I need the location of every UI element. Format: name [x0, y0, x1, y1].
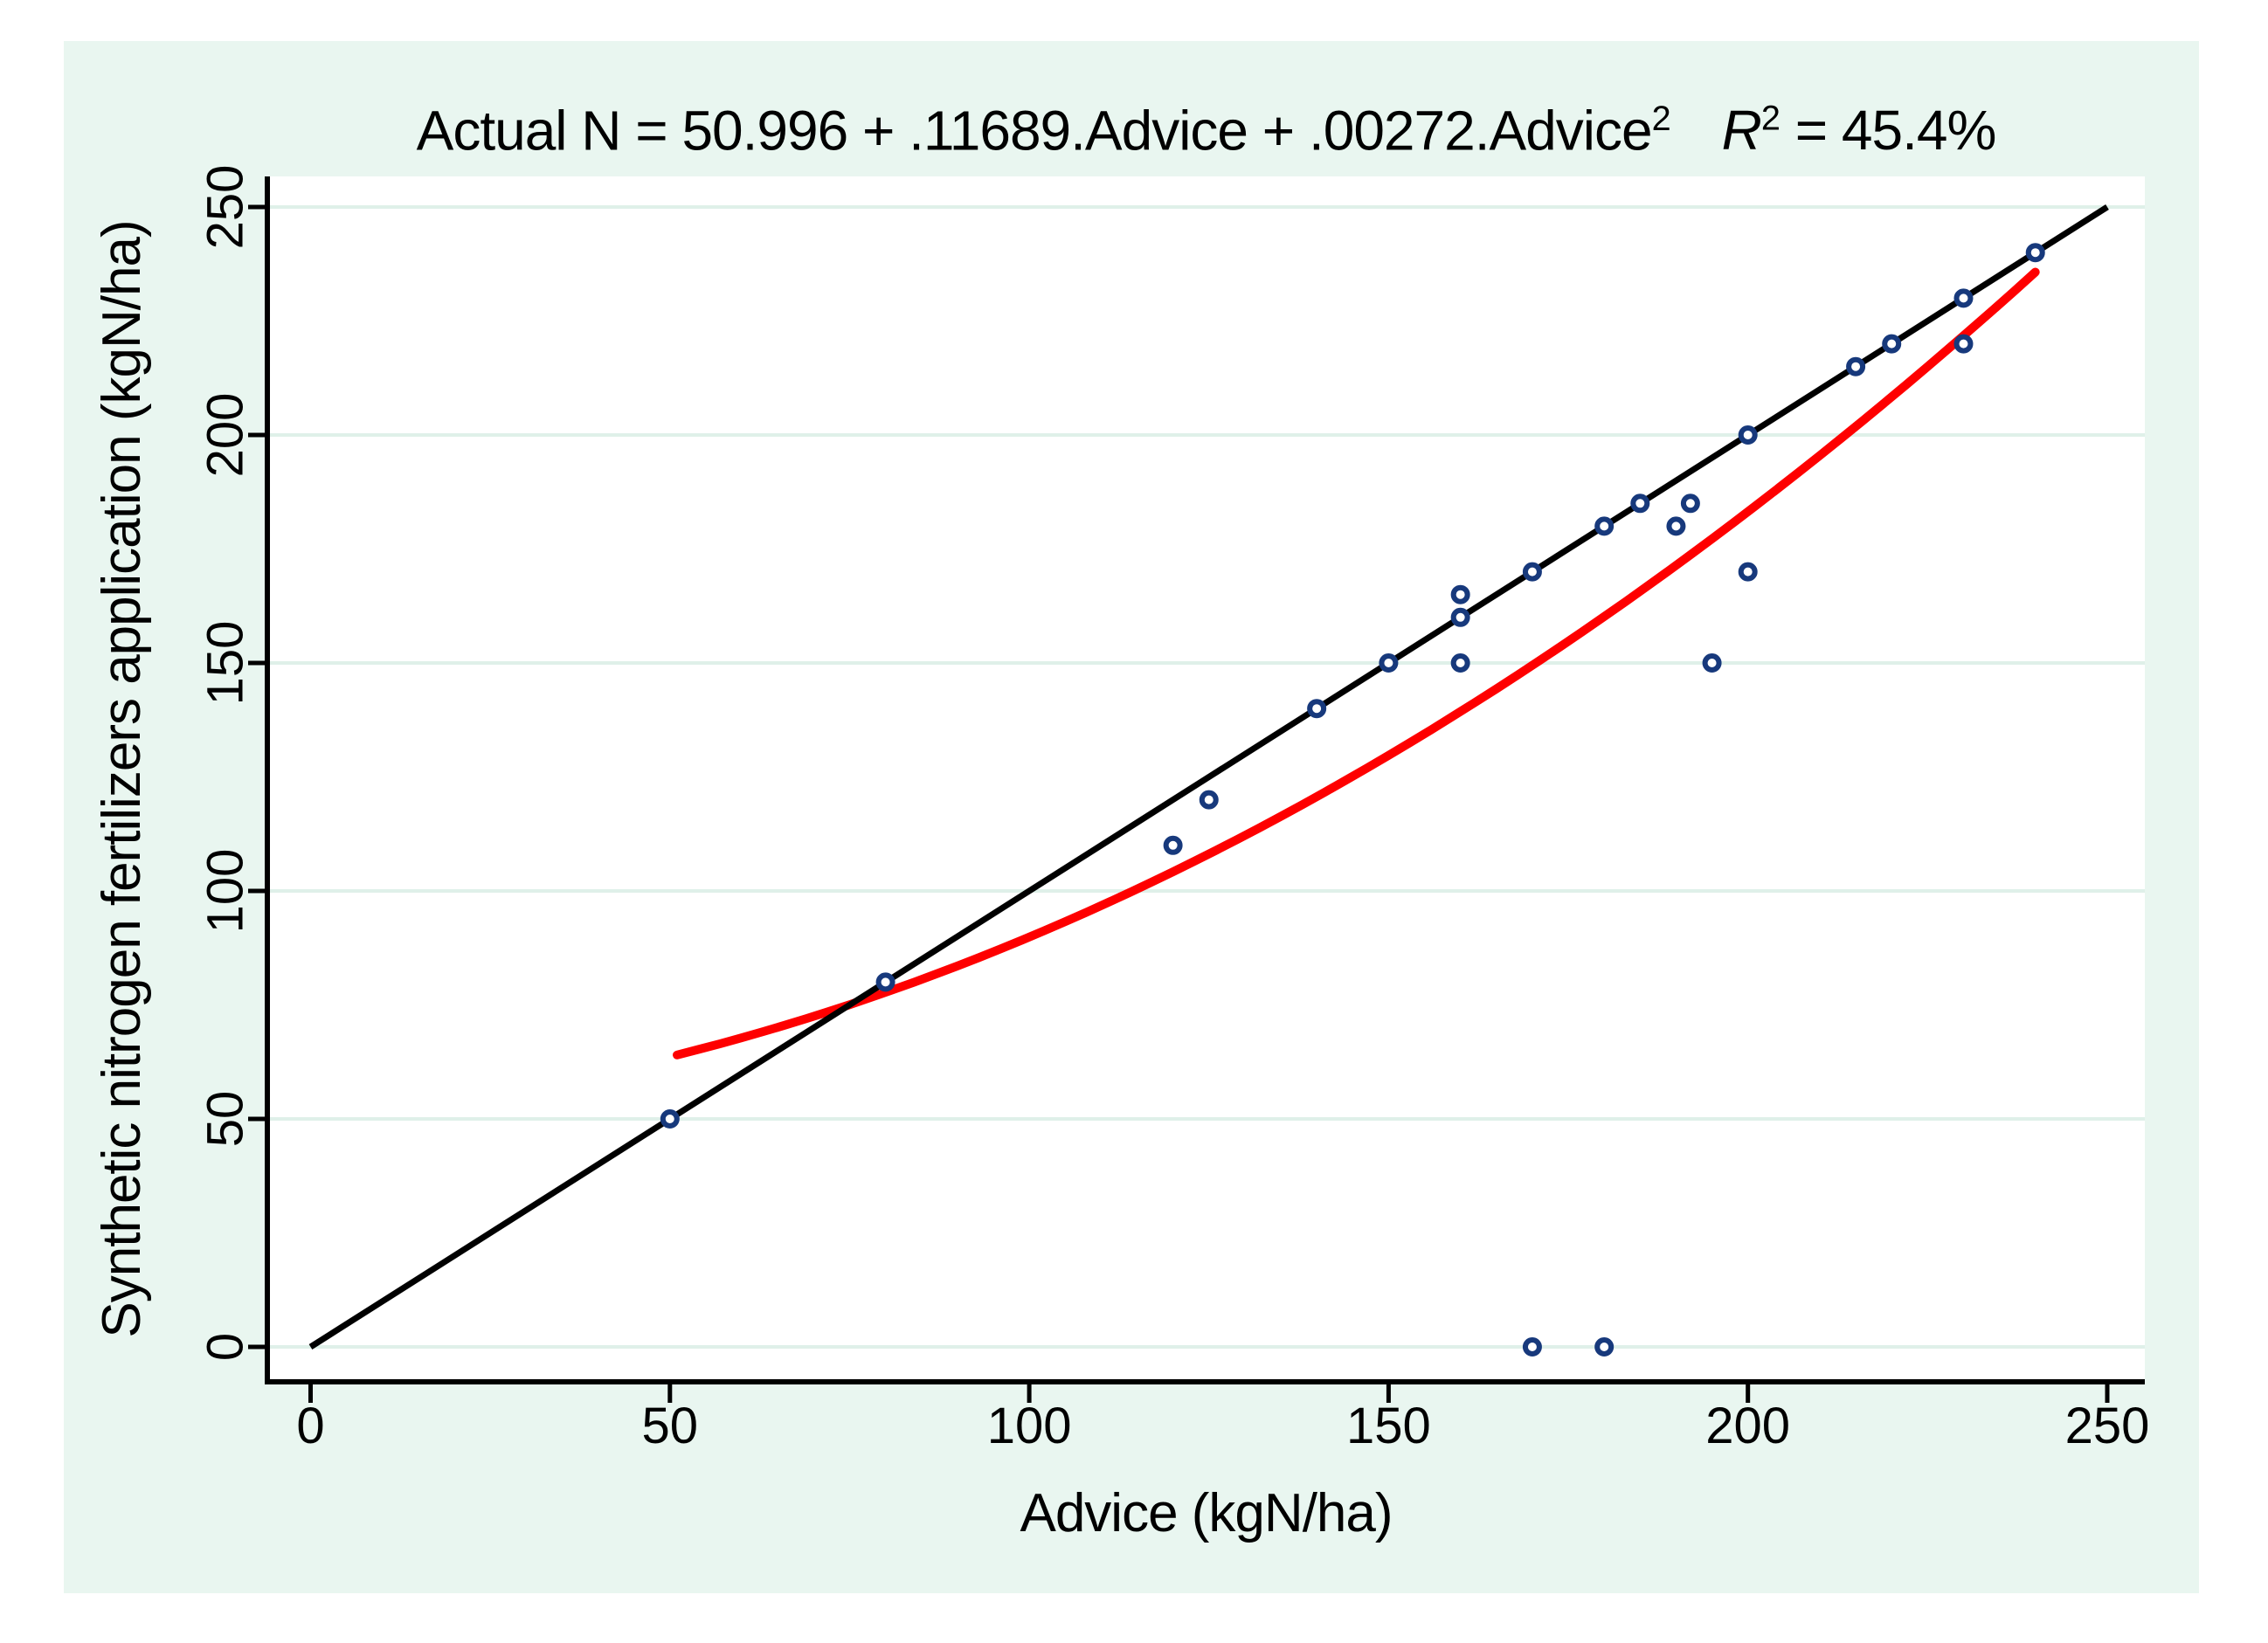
- data-point-marker: [1702, 653, 1722, 673]
- data-point-marker: [1307, 699, 1327, 719]
- data-point-marker: [1450, 584, 1470, 604]
- data-point-marker: [875, 972, 895, 992]
- x-tick-label: 100: [987, 1398, 1072, 1454]
- title-equation: Actual N = 50.996 + .11689.Advice + .002…: [416, 99, 1653, 162]
- fit-curve: [673, 267, 2040, 1060]
- data-point-marker: [1199, 790, 1219, 810]
- x-tick-label: 50: [642, 1398, 699, 1454]
- y-tick-label: 0: [197, 1333, 254, 1361]
- data-point-marker: [1738, 562, 1758, 582]
- y-tick-label: 250: [197, 165, 254, 250]
- x-axis-title: Advice (kgN/ha): [1020, 1483, 1393, 1543]
- title-equation-exponent: 2: [1651, 100, 1671, 138]
- data-point-marker: [2025, 243, 2045, 263]
- data-point-marker: [1450, 653, 1470, 673]
- x-tick-label: 0: [296, 1398, 324, 1454]
- title-r-exponent: 2: [1760, 100, 1781, 138]
- identity-line: [308, 204, 2109, 1350]
- y-axis-title: Synthetic nitrogen fertilizers applicati…: [92, 220, 152, 1338]
- data-point-marker: [1846, 356, 1866, 376]
- x-tick-label: 150: [1346, 1398, 1431, 1454]
- data-point-marker: [660, 1109, 680, 1129]
- data-point-marker: [1163, 835, 1183, 855]
- title-r-label: R: [1721, 99, 1762, 162]
- data-point-marker: [1738, 425, 1758, 445]
- data-point-marker: [1522, 562, 1542, 582]
- data-point-marker: [1522, 1337, 1542, 1357]
- x-tick-label: 250: [2065, 1398, 2150, 1454]
- y-tick-label: 150: [197, 621, 254, 706]
- data-point-marker: [1953, 288, 1974, 308]
- y-tick-label: 200: [197, 393, 254, 478]
- data-point-marker: [1379, 653, 1399, 673]
- data-point-marker: [1666, 516, 1686, 536]
- data-point-marker: [1450, 607, 1470, 627]
- title-r-value: = 45.4%: [1780, 99, 1997, 162]
- chart-title: Actual N = 50.996 + .11689.Advice + .002…: [267, 86, 2145, 163]
- data-point-marker: [1594, 516, 1615, 536]
- data-point-marker: [1953, 334, 1974, 354]
- data-point-marker: [1680, 494, 1700, 514]
- data-point-marker: [1630, 494, 1650, 514]
- data-point-marker: [1594, 1337, 1615, 1357]
- data-point-marker: [1882, 334, 1902, 354]
- y-tick-label: 100: [197, 849, 254, 934]
- x-tick-label: 200: [1705, 1398, 1790, 1454]
- y-tick-label: 50: [197, 1091, 254, 1148]
